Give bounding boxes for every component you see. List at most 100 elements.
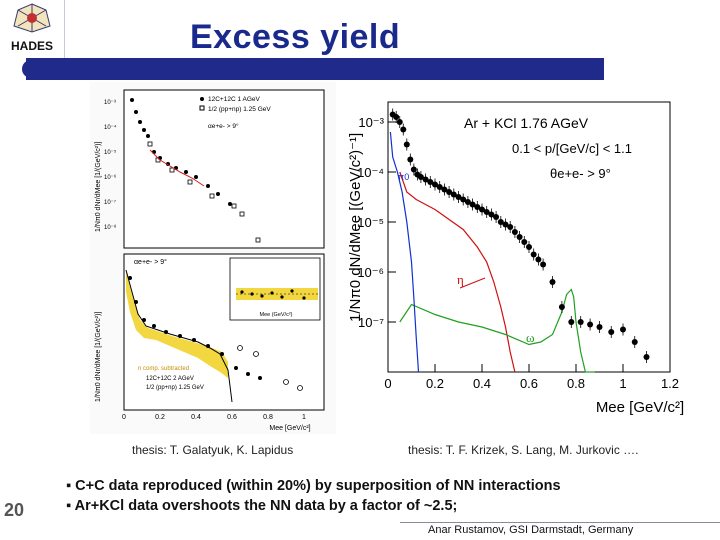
detector-emblem-icon [13,3,51,33]
left-bottom-ylabel: 1/Nπ0 dNr/dMee [1/(GeV/c²)] [95,312,102,402]
data-point [507,224,514,230]
right-chart-bg [340,96,685,422]
y-tick-label: 10⁻⁵ [357,215,384,230]
data-point [446,189,453,195]
inset-point [240,290,244,294]
left-bottom-legend: 1/2 (pp+np) 1.25 GeV [146,385,204,391]
data-point [216,192,220,196]
slide-number: 20 [4,500,25,520]
data-point [206,344,210,348]
data-point [142,318,146,322]
y-tick-label: 10⁻³ [358,115,384,130]
left-top-ytick: 10⁻⁸ [104,224,117,231]
data-point [549,279,556,285]
chart-annotation-p-range: 0.1 < p/[GeV/c] < 1.1 [512,141,632,156]
data-point [142,128,146,132]
inset-point [290,289,294,293]
left-top-ytick: 10⁻³ [104,100,116,106]
data-point [184,170,188,174]
data-point [400,126,407,133]
uncertainty-band [126,272,228,378]
data-point [396,119,403,125]
data-point [234,366,238,370]
data-point [422,176,429,183]
y-tick-label: 10⁻⁴ [357,165,384,180]
data-point [192,338,196,342]
x-tick-label: 0.8 [567,376,585,391]
data-point [596,324,603,330]
title-bar [26,58,604,80]
sim-curve [149,149,205,187]
eta-curve [399,171,516,373]
caption-left: thesis: T. Galatyuk, K. Lapidus [132,443,294,457]
x-axis: 0 0.2 0.4 0.6 0.8 1 1.2 [384,364,679,391]
data-point [521,239,528,245]
left-margin [0,58,24,540]
x-tick-label: 0.6 [520,376,538,391]
left-bottom-alpha: αe+e- > 9° [134,258,167,266]
data-point [568,319,575,325]
inset-point [250,292,254,296]
legend-marker-open [199,105,205,111]
data-point [631,339,638,345]
chart-title: Ar + KCl 1.76 AGeV [464,115,589,131]
y-tick-label: 10⁻⁷ [358,315,384,330]
data-point-open [187,179,193,185]
inset-plot: Mee (GeV/c²) [229,257,321,321]
y-tick-label: 10⁻⁶ [357,265,384,280]
left-bottom-legend: 12C+12C 2 AGeV [146,376,194,382]
data-point [502,221,509,228]
eta-arrow [459,277,486,289]
data-point-open [283,379,289,385]
data-point [620,326,626,333]
bullet-item: ▪ C+C data reproduced (within 20%) by su… [66,478,561,494]
data-point [128,276,132,280]
inset-point [270,291,274,295]
data-point [608,329,615,335]
hades-logo: HADES [0,0,65,58]
data-point [432,181,438,188]
left-xtick: 0 [122,414,126,421]
data-point [441,186,448,193]
data-point [178,334,182,338]
data-point-open [237,345,243,351]
data-point-open [231,203,237,209]
inset-point [280,295,284,299]
data-point [488,211,495,218]
data-point [464,199,471,205]
data-point [427,179,434,185]
left-top-legend: 1/2 (pp+np) 1.25 GeV [208,106,271,113]
data-point [643,354,650,360]
data-point [393,114,400,120]
left-bottom-legend: n comp. subtracted [138,366,189,372]
data-point [164,330,168,334]
inset-xlabel: Mee (GeV/c²) [259,312,292,318]
x-tick-label: 0 [384,376,391,391]
data-point [469,201,476,208]
data-point-open [255,237,261,243]
data-point-open [297,385,303,391]
left-xtick: 0.2 [155,414,165,421]
data-point [526,244,532,250]
left-xtick: 0.8 [263,414,273,421]
x-tick-label: 0.2 [426,376,444,391]
inset-point [302,296,306,300]
data-point-open [209,193,215,199]
x-axis-label: Mee [GeV/c²] [596,399,684,416]
caption-right: thesis: T. F. Krizek, S. Lang, M. Jurkov… [408,443,639,457]
y-axis-label: 1/Nπ0 dN/dMee [(GeV/c²)⁻¹] [347,133,364,322]
data-point [479,206,485,213]
data-point [146,134,150,138]
data-point [497,219,504,225]
data-point [516,234,523,240]
left-xtick: 1 [302,414,306,421]
data-point [530,251,537,258]
data-point [577,319,584,325]
data-point [493,214,500,220]
data-point [258,376,262,380]
data-point [511,229,518,235]
x-tick-label: 0.4 [473,376,491,391]
data-point [220,352,224,356]
x-tick-label: 1.2 [661,376,679,391]
data-point [138,120,142,124]
